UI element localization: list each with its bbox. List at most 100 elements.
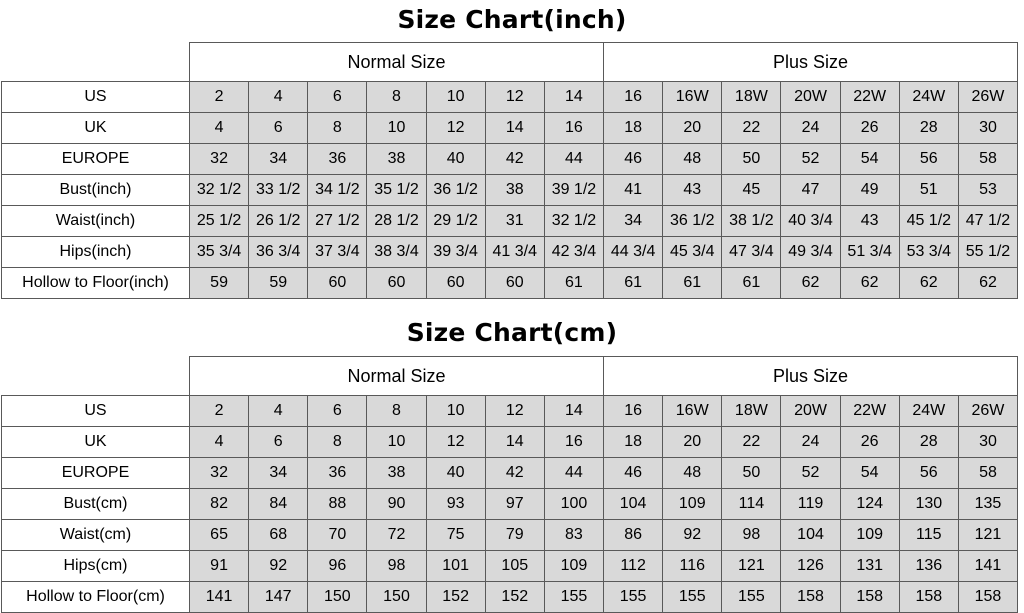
table-cell: 112	[603, 550, 664, 582]
group-header-normal-size: Normal Size	[188, 42, 605, 82]
table-row: Hollow to Floor(inch) 59 59 60 60 60 60 61 61 61 6…	[1, 267, 1019, 299]
row-label: EUROPE	[1, 143, 190, 175]
table-cell: 35 1/2	[366, 174, 427, 206]
table-cell: 43	[662, 174, 723, 206]
table-cell: 30	[957, 426, 1019, 458]
table-row: Hollow to Floor(cm) 141 147 150 150 152 152 155…	[1, 581, 1019, 613]
table-cell: 158	[839, 581, 900, 613]
table-cell: 114	[721, 488, 782, 520]
table-cell: 36 1/2	[425, 174, 486, 206]
table-cell: 22	[721, 426, 782, 458]
page-title-inch: Size Chart(inch)	[397, 5, 627, 34]
table-cell: 42	[484, 143, 545, 175]
table-cell: 12	[484, 81, 545, 113]
table-cell: 62	[780, 267, 841, 299]
table-cell: 46	[603, 457, 664, 489]
table-row: UK 4 6 8 10 12 14 16 18 20 22 24 26 28 30	[1, 112, 1019, 144]
table-row: Waist(cm) 65 68 70 72 75 79 83 86 92 98 104 109 115 12…	[1, 519, 1019, 551]
table-cell: 44	[543, 143, 605, 175]
table-cell: 91	[188, 550, 250, 582]
table-cell: 48	[662, 143, 723, 175]
table-cell: 27 1/2	[307, 205, 368, 237]
table-cell: 121	[721, 550, 782, 582]
table-cell: 6	[248, 112, 309, 144]
table-row: EUROPE 32 34 36 38 40 42 44 46 48 50 52 54 56 58	[1, 143, 1019, 175]
table-cell: 28	[898, 426, 959, 458]
table-cell: 6	[307, 395, 368, 427]
table-cell: 16W	[662, 81, 723, 113]
table-cell: 60	[484, 267, 545, 299]
table-cell: 59	[248, 267, 309, 299]
table-cell: 158	[780, 581, 841, 613]
table-cell: 47	[780, 174, 841, 206]
table-cell: 54	[839, 457, 900, 489]
table-cell: 18	[603, 426, 664, 458]
table-cell: 32	[188, 457, 250, 489]
table-cell: 104	[603, 488, 664, 520]
table-cell: 131	[839, 550, 900, 582]
table-cell: 10	[366, 112, 427, 144]
table-cell: 115	[898, 519, 959, 551]
group-header-row: Normal Size Plus Size	[1, 356, 1019, 396]
table-cell: 14	[543, 395, 605, 427]
table-cell: 24W	[898, 81, 959, 113]
table-cell: 68	[248, 519, 309, 551]
table-cell: 82	[188, 488, 250, 520]
table-cell: 109	[662, 488, 723, 520]
table-cell: 72	[366, 519, 427, 551]
table-cell: 6	[307, 81, 368, 113]
table-cell: 24W	[898, 395, 959, 427]
row-label: EUROPE	[1, 457, 190, 489]
table-cell: 116	[662, 550, 723, 582]
table-cell: 30	[957, 112, 1019, 144]
table-cell: 22W	[839, 395, 900, 427]
table-cell: 48	[662, 457, 723, 489]
page-title-cm: Size Chart(cm)	[406, 318, 618, 347]
table-cell: 90	[366, 488, 427, 520]
row-label: Hollow to Floor(cm)	[1, 581, 190, 613]
table-cell: 60	[425, 267, 486, 299]
group-header-plus-size: Plus Size	[603, 42, 1019, 82]
table-corner-cell	[1, 42, 190, 82]
table-cell: 51 3/4	[839, 236, 900, 268]
table-cell: 58	[957, 143, 1019, 175]
table-cell: 147	[248, 581, 309, 613]
table-cell: 126	[780, 550, 841, 582]
group-header-plus-size: Plus Size	[603, 356, 1019, 396]
table-cell: 141	[188, 581, 250, 613]
table-cell: 56	[898, 143, 959, 175]
table-cell: 16W	[662, 395, 723, 427]
table-cell: 130	[898, 488, 959, 520]
row-label: Waist(inch)	[1, 205, 190, 237]
table-cell: 42	[484, 457, 545, 489]
table-cell: 39 1/2	[543, 174, 605, 206]
table-cell: 53	[957, 174, 1019, 206]
table-cell: 22	[721, 112, 782, 144]
table-cell: 158	[898, 581, 959, 613]
table-cell: 18W	[721, 395, 782, 427]
table-cell: 36 3/4	[248, 236, 309, 268]
table-cell: 59	[188, 267, 250, 299]
table-cell: 65	[188, 519, 250, 551]
table-cell: 51	[898, 174, 959, 206]
table-cell: 96	[307, 550, 368, 582]
table-cell: 38	[484, 174, 545, 206]
table-cell: 12	[425, 426, 486, 458]
table-cell: 49	[839, 174, 900, 206]
table-cell: 61	[662, 267, 723, 299]
table-cell: 6	[248, 426, 309, 458]
table-cell: 43	[839, 205, 900, 237]
table-cell: 26W	[957, 81, 1019, 113]
table-cell: 49 3/4	[780, 236, 841, 268]
table-cell: 20	[662, 112, 723, 144]
table-cell: 28	[898, 112, 959, 144]
table-cell: 136	[898, 550, 959, 582]
table-cell: 38	[366, 143, 427, 175]
table-cell: 47 1/2	[957, 205, 1019, 237]
table-cell: 141	[957, 550, 1019, 582]
table-cell: 104	[780, 519, 841, 551]
table-cell: 14	[484, 112, 545, 144]
table-cell: 14	[484, 426, 545, 458]
table-cell: 75	[425, 519, 486, 551]
table-cell: 22W	[839, 81, 900, 113]
